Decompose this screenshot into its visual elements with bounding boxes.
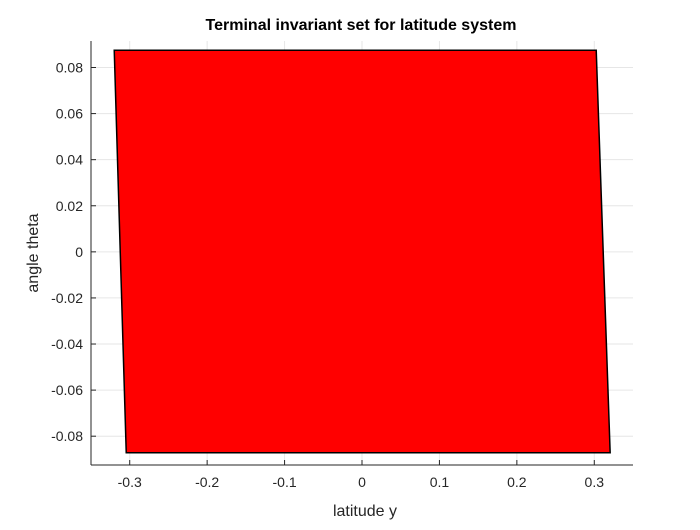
- y-tick-label-8: -0.08: [51, 428, 83, 444]
- chart-title: Terminal invariant set for latitude syst…: [206, 17, 517, 34]
- y-tick-label-2: 0.04: [56, 152, 83, 168]
- x-tick-label-1: -0.2: [195, 474, 219, 490]
- x-axis-label: latitude y: [333, 503, 397, 520]
- y-tick-label-1: 0.06: [56, 106, 83, 122]
- series-layer: [113, 49, 611, 454]
- x-tick-label-2: -0.1: [273, 474, 297, 490]
- x-tick-label-3: 0: [358, 474, 366, 490]
- y-axis-label: angle theta: [25, 213, 42, 292]
- y-ticks: 0.08 0.06 0.04 0.02 0 -0.02 -0.04 -0.06 -0.08: [51, 60, 96, 444]
- x-tick-label-0: -0.3: [118, 474, 142, 490]
- y-tick-label-5: -0.02: [51, 290, 83, 306]
- y-tick-label-3: 0.02: [56, 198, 83, 214]
- x-tick-label-4: 0.1: [430, 474, 450, 490]
- x-tick-label-5: 0.2: [507, 474, 527, 490]
- x-tick-label-6: 0.3: [585, 474, 605, 490]
- y-tick-label-6: -0.04: [51, 336, 83, 352]
- y-tick-label-0: 0.08: [56, 60, 83, 76]
- invariant-set-polygon-0: [113, 49, 611, 454]
- x-ticks: -0.3 -0.2 -0.1 0 0.1 0.2 0.3: [118, 460, 605, 490]
- y-tick-label-7: -0.06: [51, 382, 83, 398]
- y-tick-label-4: 0: [75, 244, 83, 260]
